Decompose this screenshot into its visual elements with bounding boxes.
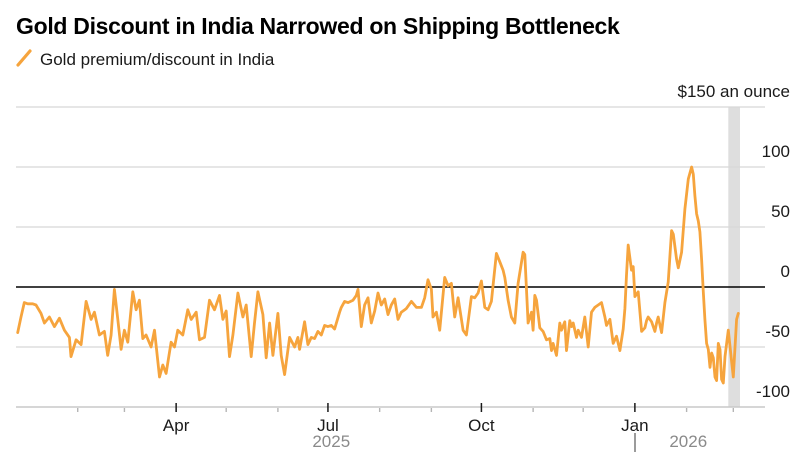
x-tick-label: Jul	[317, 416, 339, 435]
x-tick-label: Apr	[162, 416, 190, 435]
y-tick-label: 100	[761, 142, 790, 161]
year-start-marker	[633, 433, 636, 452]
gold-premium-line	[16, 165, 740, 385]
year-label: 2025	[312, 432, 351, 451]
y-tick-label: -50	[765, 322, 790, 341]
legend-line-icon	[16, 49, 32, 69]
legend: Gold premium/discount in India	[16, 49, 274, 71]
year-label: 2026	[669, 432, 708, 451]
y-tick-label: $150 an ounce	[677, 82, 791, 101]
legend-label: Gold premium/discount in India	[40, 50, 275, 69]
y-tick-label: -100	[755, 382, 790, 401]
y-tick-label: 0	[780, 262, 790, 281]
highlight-band	[728, 107, 740, 407]
x-tick-label: Jan	[621, 416, 649, 435]
x-tick-label: Oct	[468, 416, 495, 435]
chart-title: Gold Discount in India Narrowed on Shipp…	[16, 13, 620, 39]
y-tick-label: 50	[771, 202, 790, 221]
